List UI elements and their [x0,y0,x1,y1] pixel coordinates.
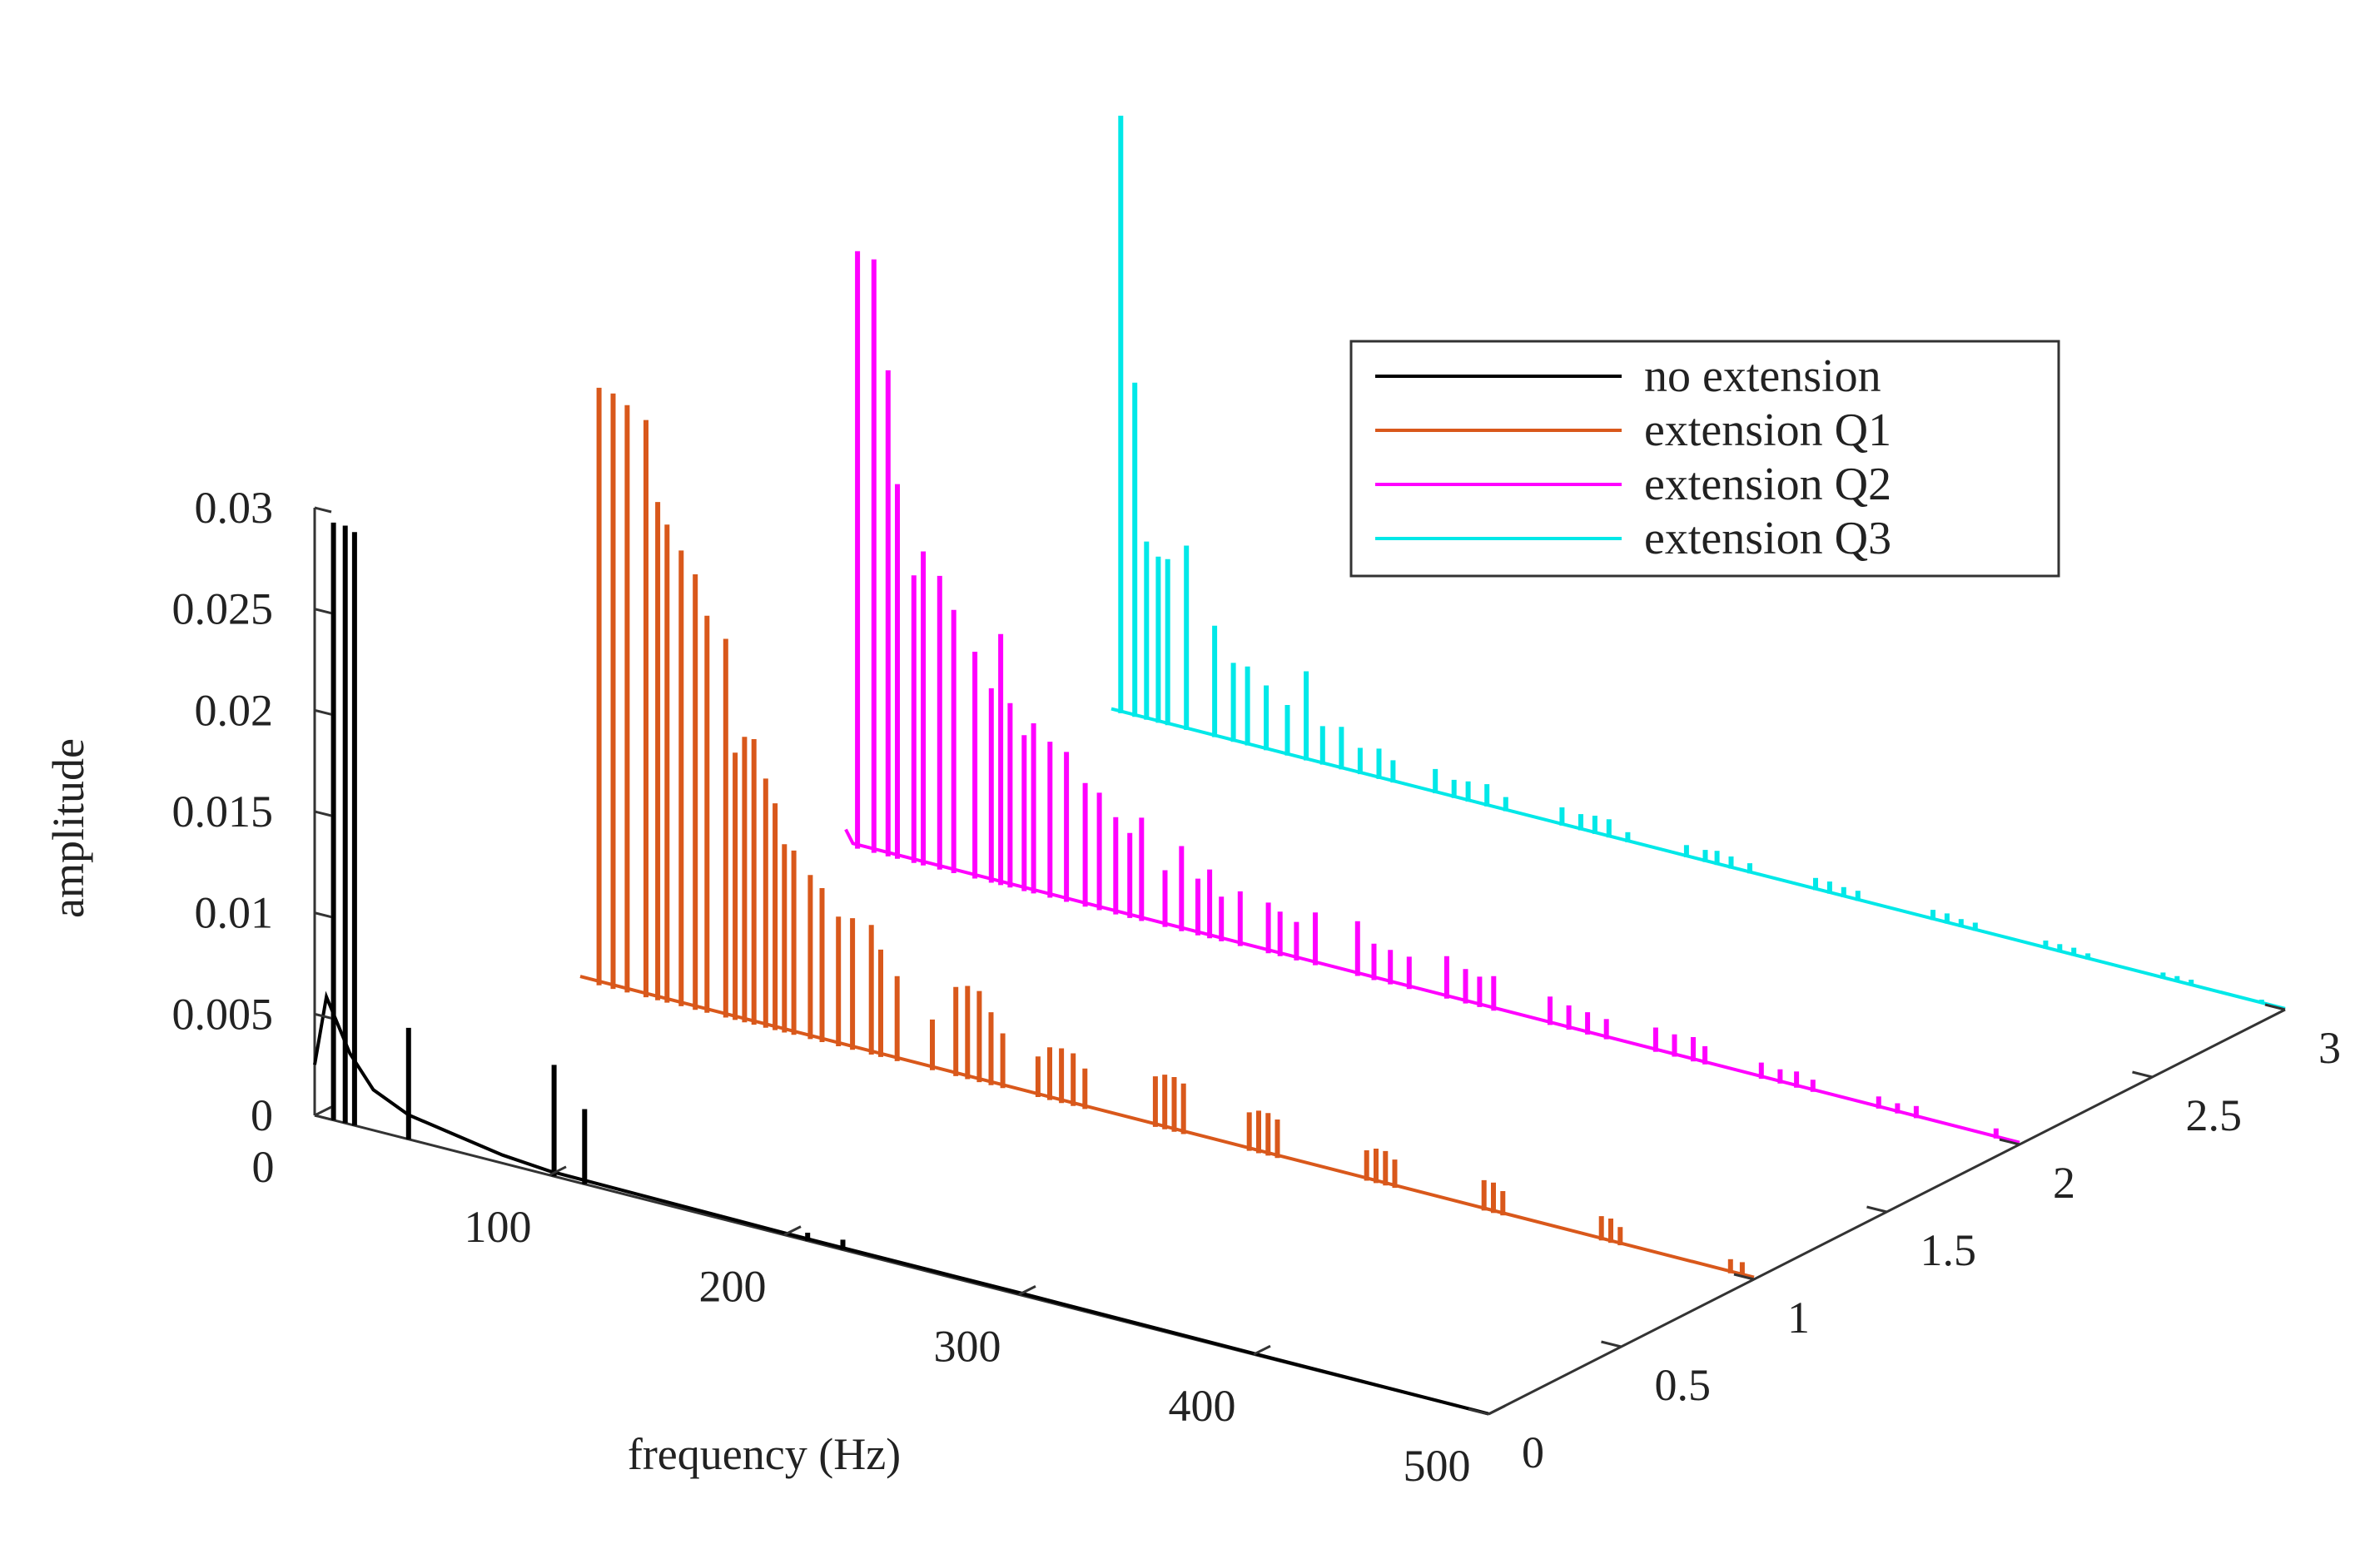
y-tick-label: 1.5 [1920,1225,1977,1275]
z-tick-mark [314,911,332,919]
series-baseline [844,828,2020,1144]
x-tick-label: 0 [252,1142,275,1192]
y-tick-label: 3 [2318,1023,2341,1073]
y-tick-label: 0 [1522,1427,1544,1477]
y-tick-mark [1601,1340,1622,1348]
x-tick-mark [1488,1404,1506,1416]
x-tick-mark [549,1165,567,1177]
ticks-layer: 0 100 200 300 400 500 0 0.5 1 1.5 2 2.5 3 0 0.005 0.01 0… [172,483,2342,1491]
x-tick-mark [1253,1344,1271,1356]
x-tick-mark [783,1225,802,1236]
series-layer [313,116,2286,1416]
legend-label: extension Q2 [1644,459,1891,510]
z-tick-label: 0.025 [172,584,274,634]
z-tick-mark [314,1012,332,1020]
y-tick-mark [1866,1205,1887,1214]
legend-label: extension Q1 [1644,405,1891,456]
z-tick-label: 0.005 [172,989,274,1039]
y-tick-label: 2 [2053,1158,2075,1208]
z-tick-mark [314,810,332,817]
y-tick-label: 1 [1787,1293,1810,1343]
x-tick-label: 400 [1169,1381,1236,1431]
z-axis-title: amplitude [43,738,93,918]
legend-label: no extension [1644,350,1881,402]
series-2 [579,387,1755,1279]
z-tick-mark [314,608,332,615]
y-tick-mark [2132,1070,2153,1079]
axes-layer [313,508,2286,1416]
x-tick-label: 300 [934,1321,1001,1371]
z-tick-label: 0.03 [195,483,274,533]
x-tick-mark [1018,1285,1036,1296]
z-tick-label: 0.02 [195,685,274,735]
legend-label: extension Q3 [1644,513,1891,564]
series-1 [313,522,1489,1416]
y-tick-label: 0.5 [1655,1360,1712,1410]
y-tick-mark [1733,1273,1755,1281]
z-tick-label: 0 [251,1090,273,1140]
x-axis-title: frequency (Hz) [628,1429,901,1479]
z-tick-mark [314,708,332,716]
series-4 [1111,116,2286,1010]
y-tick-mark [2264,1003,2286,1011]
z-tick-label: 0.01 [195,888,274,938]
x-tick-label: 100 [465,1202,532,1252]
y-tick-mark [1468,1407,1489,1416]
z-tick-label: 0.015 [172,787,274,837]
x-tick-label: 500 [1404,1441,1471,1491]
y-tick-label: 2.5 [2186,1090,2243,1140]
series-3 [844,251,2020,1144]
z-tick-mark [314,1114,332,1121]
x-tick-label: 200 [699,1262,767,1312]
y-tick-mark [1999,1138,2020,1146]
x-tick-mark [314,1105,332,1117]
z-tick-mark [314,506,332,514]
